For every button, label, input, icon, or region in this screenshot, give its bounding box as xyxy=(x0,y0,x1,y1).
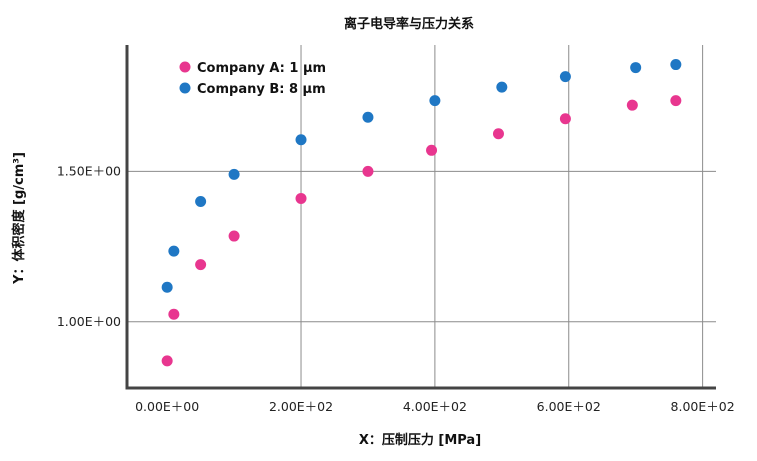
data-point-series-1 xyxy=(362,165,374,177)
y-axis-label: Y：体积密度 [g/cm³] xyxy=(11,152,27,285)
legend: Company A: 1 μm Company B: 8 μm xyxy=(179,61,326,97)
data-point-series-1 xyxy=(161,355,173,367)
data-point-series-2 xyxy=(295,134,307,146)
data-point-series-1 xyxy=(492,128,504,140)
data-point-series-1 xyxy=(168,308,180,320)
data-point-series-1 xyxy=(559,113,571,125)
legend-marker-series-1 xyxy=(179,61,191,73)
data-point-series-1 xyxy=(670,95,682,107)
data-point-series-2 xyxy=(559,71,571,83)
data-point-series-2 xyxy=(161,281,173,293)
y-tick-label: 1.50E＋00 xyxy=(57,163,121,178)
x-axis-label: X：压制压力 [MPa] xyxy=(359,432,481,448)
y-tick-label: 1.00E＋00 xyxy=(57,314,121,329)
data-point-series-1 xyxy=(228,230,240,242)
data-point-series-2 xyxy=(362,111,374,123)
x-tick-label: 4.00E＋02 xyxy=(403,399,467,414)
legend-label-series-1: Company A: 1 μm xyxy=(197,61,326,76)
data-point-series-1 xyxy=(626,99,638,111)
data-point-series-2 xyxy=(670,59,682,71)
data-point-series-1 xyxy=(295,192,307,204)
data-point-series-2 xyxy=(168,245,180,257)
data-point-series-1 xyxy=(195,259,207,271)
axes xyxy=(125,45,716,390)
legend-label-series-2: Company B: 8 μm xyxy=(197,82,326,97)
data-point-series-2 xyxy=(630,62,642,74)
x-tick-label: 6.00E＋02 xyxy=(537,399,601,414)
data-point-series-2 xyxy=(228,168,240,180)
x-tick-label: 2.00E＋02 xyxy=(269,399,333,414)
x-tick-label: 8.00E＋02 xyxy=(671,399,735,414)
data-points xyxy=(161,59,682,367)
chart-title: 离子电导率与压力关系 xyxy=(344,16,474,32)
data-point-series-1 xyxy=(426,144,438,156)
legend-marker-series-2 xyxy=(179,82,191,94)
data-point-series-2 xyxy=(195,195,207,207)
data-point-series-2 xyxy=(429,95,441,107)
x-tick-label: 0.00E＋00 xyxy=(135,399,199,414)
data-point-series-2 xyxy=(496,81,508,93)
tick-labels: 0.00E＋00 2.00E＋02 4.00E＋02 6.00E＋02 8.00E＋02… xyxy=(57,163,735,414)
